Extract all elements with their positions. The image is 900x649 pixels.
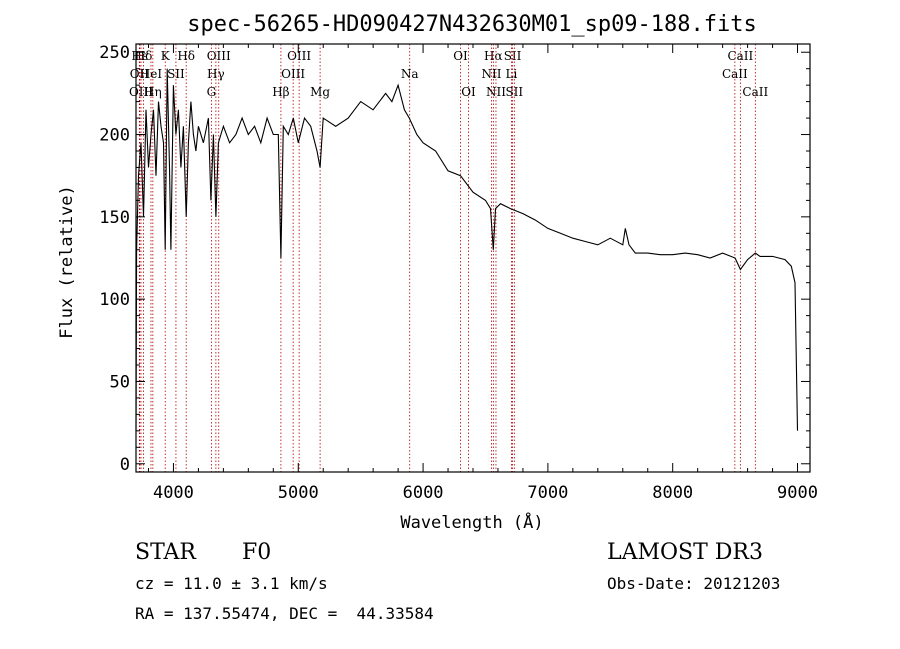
spectral-line-label-10: Hγ bbox=[207, 67, 225, 81]
y-tick-label-3: 150 bbox=[99, 208, 130, 228]
object-class: STAR bbox=[135, 540, 196, 565]
x-tick-label-2: 6000 bbox=[403, 483, 444, 503]
spectral-line-label-1: Hδ bbox=[135, 49, 153, 63]
spectral-line-label-16: Na bbox=[401, 67, 419, 81]
spectral-line-label-8: Hη bbox=[144, 85, 162, 99]
survey-name: LAMOST DR3 bbox=[607, 540, 763, 565]
spectral-line-label-21: NII bbox=[486, 85, 506, 99]
spectral-line-label-26: CaII bbox=[722, 67, 748, 81]
obs-date-text: Obs-Date: 20121203 bbox=[607, 574, 781, 593]
spectral-line-label-7: OIII bbox=[129, 85, 153, 99]
y-tick-label-2: 100 bbox=[99, 290, 130, 310]
y-tick-label-4: 200 bbox=[99, 126, 130, 146]
spectral-line-label-17: OI bbox=[453, 49, 468, 63]
x-axis-label: Wavelength (Å) bbox=[400, 511, 543, 533]
spectral-line-label-9: OIII bbox=[207, 49, 231, 63]
spectral-line-label-25: CaII bbox=[727, 49, 753, 63]
spectral-line-label-2: K bbox=[161, 49, 171, 63]
spectral-line-label-6: SII bbox=[167, 67, 185, 81]
spectral-line-label-3: Hδ bbox=[177, 49, 195, 63]
spectral-line-label-19: Hα bbox=[484, 49, 503, 63]
spectral-line-label-15: Mg bbox=[310, 85, 330, 99]
spectral-line-label-13: OIII bbox=[281, 67, 305, 81]
spectral-line-label-22: SII bbox=[504, 49, 522, 63]
y-tick-label-0: 0 bbox=[120, 455, 130, 475]
y-axis-ticks: 0 50 100 150 200 250 bbox=[99, 43, 810, 475]
x-tick-label-3: 7000 bbox=[527, 483, 568, 503]
spectrum-chart: spec-56265-HD090427N432630M01_sp09-188.f… bbox=[57, 12, 818, 533]
redshift-text: cz = 11.0 ± 3.1 km/s bbox=[135, 574, 328, 593]
spectral-line-label-20: NII bbox=[481, 67, 501, 81]
spectrum-line bbox=[135, 68, 799, 431]
spectral-line-label-12: OIII bbox=[287, 49, 311, 63]
x-tick-label-0: 4000 bbox=[153, 483, 194, 503]
y-axis-label: Flux (relative) bbox=[57, 185, 77, 339]
spectral-line-label-14: Hβ bbox=[272, 85, 289, 99]
spectral-line-label-18: OI bbox=[461, 85, 476, 99]
spectral-line-label-11: G bbox=[207, 85, 217, 99]
y-tick-label-5: 250 bbox=[99, 43, 130, 63]
x-tick-label-4: 8000 bbox=[652, 483, 693, 503]
x-axis-ticks: 4000 5000 6000 7000 8000 9000 bbox=[147, 44, 818, 503]
y-tick-label-1: 50 bbox=[110, 372, 130, 392]
coordinates-text: RA = 137.55474, DEC = 44.33584 bbox=[135, 604, 434, 623]
spectral-line-label-4: OII bbox=[130, 67, 150, 81]
x-tick-label-5: 9000 bbox=[777, 483, 818, 503]
spectral-line-label-24: SII bbox=[505, 85, 523, 99]
spectral-line-label-27: CaII bbox=[742, 85, 768, 99]
chart-title: spec-56265-HD090427N432630M01_sp09-188.f… bbox=[187, 12, 757, 37]
spectral-line-label-5: HeI bbox=[140, 67, 163, 81]
spectral-line-label-23: Li bbox=[506, 67, 518, 81]
x-tick-label-1: 5000 bbox=[278, 483, 319, 503]
spectral-line-markers: HεHδKHδOIIHeISIIOIIIHηOIIIHγGOIIIOIIIHβM… bbox=[129, 44, 768, 472]
object-subclass: F0 bbox=[242, 540, 272, 565]
